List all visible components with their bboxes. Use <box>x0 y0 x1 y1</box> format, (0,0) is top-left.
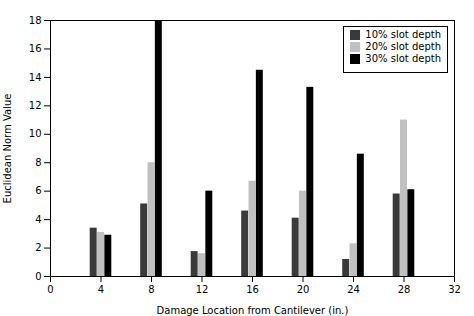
svg-text:0: 0 <box>47 284 53 295</box>
svg-text:32: 32 <box>448 284 461 295</box>
html-text:20% slot depth: 20% slot depth <box>365 41 441 52</box>
svg-text:8: 8 <box>35 157 41 168</box>
svg-text:Damage Location from Cantileve: Damage Location from Cantilever (in.) <box>157 305 349 316</box>
svg-text:6: 6 <box>35 185 41 196</box>
svg-text:16: 16 <box>29 43 42 54</box>
svg-text:Euclidean Norm Value: Euclidean Norm Value <box>2 94 13 204</box>
svg-text:14: 14 <box>29 72 42 83</box>
svg-text:28: 28 <box>398 284 411 295</box>
svg-text:16: 16 <box>246 284 259 295</box>
svg-text:4: 4 <box>35 214 41 225</box>
svg-text:24: 24 <box>347 284 360 295</box>
html-text:30% slot depth: 30% slot depth <box>365 53 441 64</box>
svg-text:10: 10 <box>29 128 42 139</box>
svg-text:18: 18 <box>29 15 42 26</box>
svg-text:12: 12 <box>29 100 42 111</box>
svg-text:12: 12 <box>196 284 209 295</box>
svg-text:8: 8 <box>148 284 154 295</box>
svg-text:0: 0 <box>35 271 41 282</box>
svg-text:2: 2 <box>35 242 41 253</box>
html-text:10% slot depth: 10% slot depth <box>365 29 441 40</box>
svg-text:20: 20 <box>297 284 310 295</box>
svg-text:4: 4 <box>98 284 104 295</box>
